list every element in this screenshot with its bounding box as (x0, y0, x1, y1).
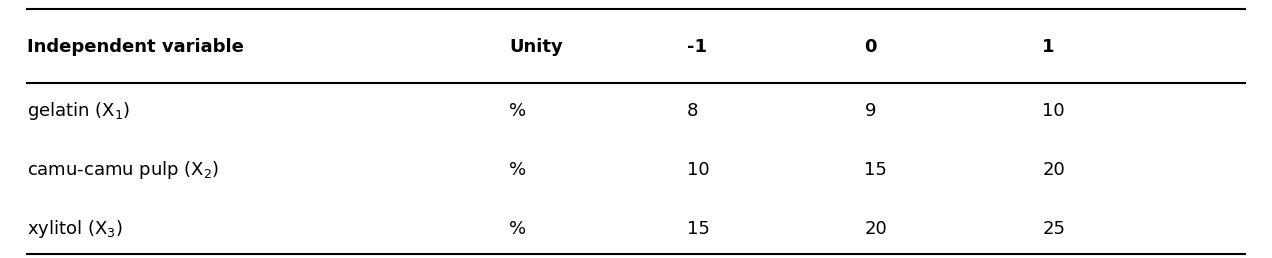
Text: 8: 8 (687, 102, 698, 120)
Text: xylitol (X$_3$): xylitol (X$_3$) (27, 217, 122, 239)
Text: 25: 25 (1042, 220, 1065, 238)
Text: -1: -1 (687, 38, 707, 56)
Text: 10: 10 (687, 161, 710, 179)
Text: Unity: Unity (509, 38, 562, 56)
Text: %: % (509, 102, 527, 120)
Text: camu-camu pulp (X$_2$): camu-camu pulp (X$_2$) (27, 159, 219, 181)
Text: 9: 9 (865, 102, 876, 120)
Text: 10: 10 (1042, 102, 1065, 120)
Text: %: % (509, 220, 527, 238)
Text: %: % (509, 161, 527, 179)
Text: 1: 1 (1042, 38, 1054, 56)
Text: 0: 0 (865, 38, 876, 56)
Text: Independent variable: Independent variable (27, 38, 244, 56)
Text: 15: 15 (687, 220, 710, 238)
Text: 20: 20 (1042, 161, 1065, 179)
Text: 20: 20 (865, 220, 887, 238)
Text: gelatin (X$_1$): gelatin (X$_1$) (27, 100, 130, 122)
Text: 15: 15 (865, 161, 888, 179)
